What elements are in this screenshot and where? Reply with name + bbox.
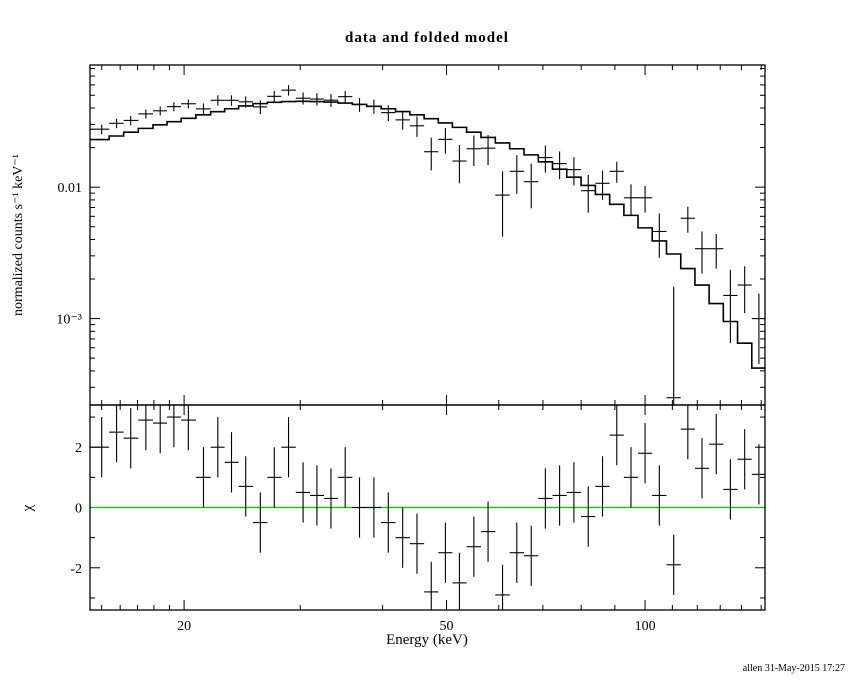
x-axis-label: Energy (keV) — [386, 632, 468, 648]
y-axis-label: normalized counts s⁻¹ keV⁻¹ — [11, 154, 26, 316]
model-line-group — [90, 100, 765, 369]
residual-panel-frame — [89, 404, 766, 611]
plot-title: data and folded model — [345, 30, 509, 46]
chi-tick-label: 0 — [75, 502, 82, 517]
chi-tick-label: 2 — [75, 441, 82, 456]
x-tick-label: 20 — [177, 619, 191, 634]
chi-tick-label: -2 — [70, 562, 82, 577]
tick-labels: 20 50 100 0.01 10⁻³ -2 0 2 — [56, 181, 655, 634]
axis-ticks — [90, 65, 765, 610]
x-tick-label: 100 — [635, 619, 656, 634]
y-tick-label: 0.01 — [58, 181, 83, 196]
y-tick-label: 10⁻³ — [56, 313, 82, 328]
data-points-top — [90, 85, 765, 405]
plot-content: 20 50 100 0.01 10⁻³ -2 0 2 — [56, 64, 766, 634]
model-line — [90, 100, 765, 369]
timestamp: allen 31-May-2015 17:27 — [743, 663, 845, 674]
x-tick-label: 50 — [440, 619, 454, 634]
residual-axis-label: χ — [20, 504, 36, 512]
residual-points — [90, 405, 765, 610]
